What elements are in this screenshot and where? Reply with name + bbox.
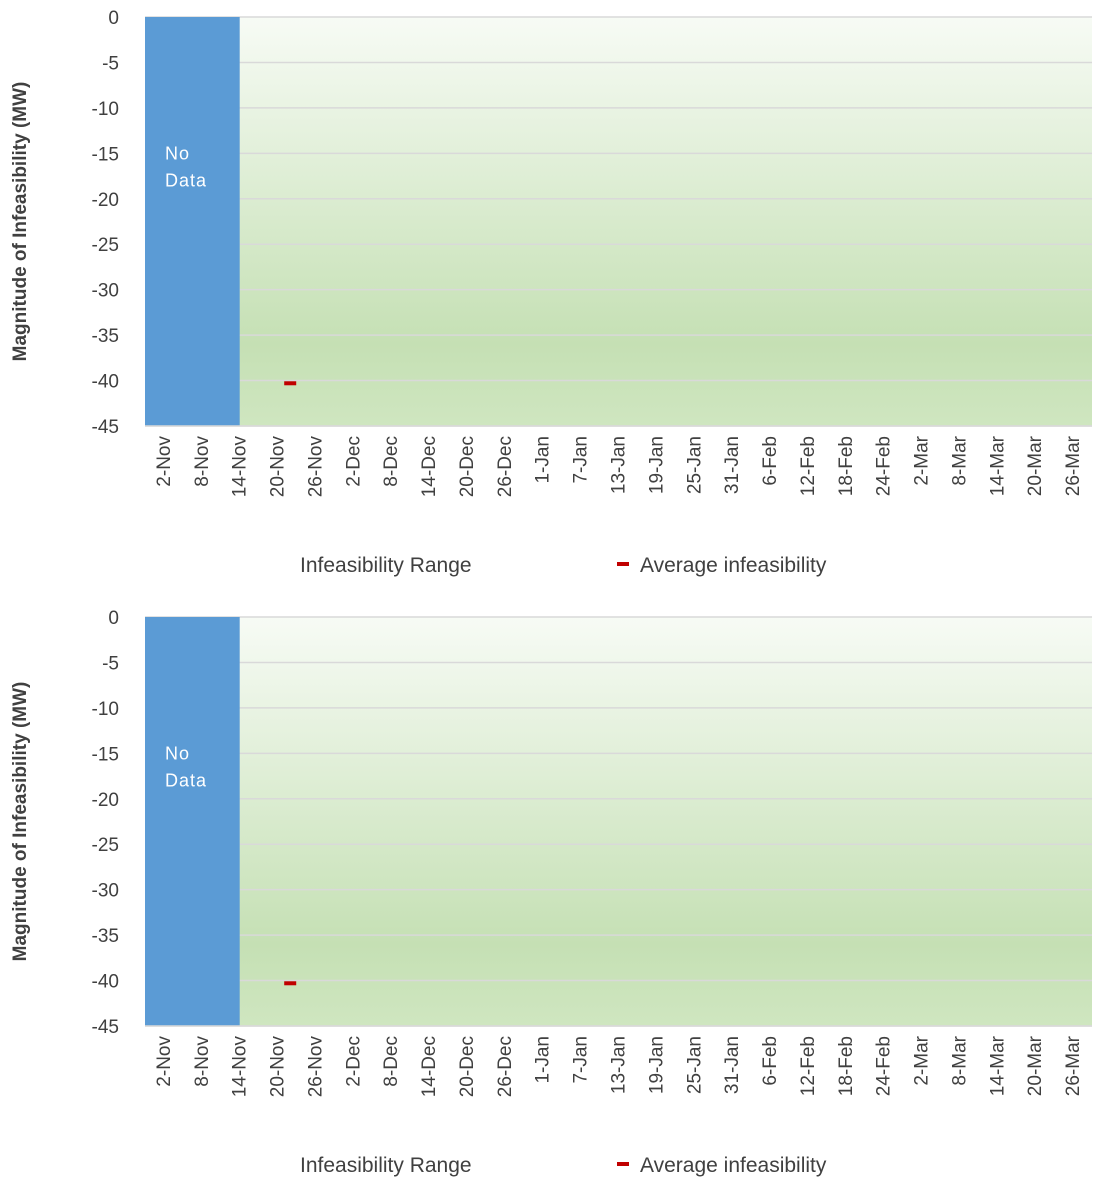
legend: Infeasibility Range Average infeasibilit… bbox=[300, 554, 827, 577]
y-tick-label: -40 bbox=[92, 972, 119, 993]
x-tick-label: 26-Nov bbox=[305, 1036, 326, 1098]
x-tick-label: 8-Mar bbox=[949, 435, 970, 485]
x-tick-label: 8-Dec bbox=[381, 1036, 402, 1087]
x-tick-label: 31-Jan bbox=[722, 436, 743, 494]
infeasibility-chart-bottom: No Data 0 -5 -10 -15 -20 -25 -30 -35 -40 -45 2-Nov 8-… bbox=[0, 600, 1094, 1200]
no-data-block bbox=[145, 617, 240, 1026]
x-tick-label: 14-Mar bbox=[987, 435, 1008, 496]
x-tick-label: 25-Jan bbox=[684, 436, 705, 494]
x-tick-label: 2-Nov bbox=[154, 1036, 175, 1087]
y-tick-label: -20 bbox=[92, 790, 119, 811]
no-data-label: No bbox=[165, 743, 190, 763]
x-tick-label: 20-Mar bbox=[1025, 435, 1046, 496]
x-tick-label: 20-Dec bbox=[457, 436, 478, 497]
chart-svg: No Data 0 -5 -10 -15 -20 -25 -30 -35 -40 -45 2-Nov 8-… bbox=[10, 608, 1092, 1177]
x-tick-label: 2-Mar bbox=[912, 1035, 933, 1085]
legend-range-label: Infeasibility Range bbox=[300, 554, 472, 577]
y-tick-label: -20 bbox=[92, 190, 119, 211]
legend-average-marker bbox=[617, 1162, 629, 1166]
x-tick-label: 26-Dec bbox=[495, 436, 516, 497]
y-tick-label: 0 bbox=[108, 8, 119, 29]
x-tick-label: 20-Mar bbox=[1025, 1035, 1046, 1096]
y-tick-label: -10 bbox=[92, 699, 119, 720]
x-tick-label: 12-Feb bbox=[798, 1036, 819, 1096]
x-tick-label: 8-Nov bbox=[192, 1036, 213, 1087]
x-tick-label: 26-Nov bbox=[305, 436, 326, 498]
x-tick-label: 26-Dec bbox=[495, 1036, 516, 1097]
x-tick-label: 20-Dec bbox=[457, 1036, 478, 1097]
x-tick-label: 19-Jan bbox=[646, 436, 667, 494]
x-tick-label: 14-Nov bbox=[230, 1036, 251, 1098]
y-tick-label: -25 bbox=[92, 235, 119, 256]
y-tick-label: -10 bbox=[92, 99, 119, 120]
y-tick-label: -45 bbox=[92, 1017, 119, 1038]
y-tick-label: -45 bbox=[92, 417, 119, 438]
x-tick-label: 14-Nov bbox=[230, 436, 251, 498]
x-tick-label: 13-Jan bbox=[609, 1036, 630, 1094]
x-tick-label: 7-Jan bbox=[571, 436, 592, 484]
legend: Infeasibility Range Average infeasibilit… bbox=[300, 1154, 827, 1177]
y-tick-label: -25 bbox=[92, 835, 119, 856]
legend-average-marker bbox=[617, 562, 629, 566]
x-tick-label: 24-Feb bbox=[874, 436, 895, 496]
x-tick-label: 20-Nov bbox=[268, 436, 289, 498]
y-tick-label: -30 bbox=[92, 281, 119, 302]
chart-svg: No Data 0 -5 -10 -15 -20 -25 -30 -35 -40 -45 2-Nov 8-… bbox=[10, 8, 1092, 577]
x-tick-label: 14-Mar bbox=[987, 1035, 1008, 1096]
infeasibility-range-area bbox=[145, 617, 1092, 1026]
average-infeasibility-marker bbox=[284, 981, 297, 986]
y-tick-label: -5 bbox=[102, 53, 119, 74]
legend-range-label: Infeasibility Range bbox=[300, 1154, 472, 1177]
x-tick-label: 1-Jan bbox=[533, 436, 554, 484]
no-data-block bbox=[145, 17, 240, 426]
x-tick-label: 13-Jan bbox=[609, 436, 630, 494]
x-tick-label: 8-Dec bbox=[381, 436, 402, 487]
y-tick-label: -35 bbox=[92, 926, 119, 947]
x-tick-label: 26-Mar bbox=[1063, 435, 1084, 496]
x-tick-label: 8-Nov bbox=[192, 436, 213, 487]
x-tick-label: 31-Jan bbox=[722, 1036, 743, 1094]
legend-average-label: Average infeasibility bbox=[640, 554, 827, 577]
legend-average-label: Average infeasibility bbox=[640, 1154, 827, 1177]
x-tick-label: 18-Feb bbox=[836, 436, 857, 496]
y-axis-label: Magnitude of Infeasibility (MW) bbox=[10, 682, 31, 962]
no-data-label: Data bbox=[165, 170, 207, 190]
y-axis-label: Magnitude of Infeasibility (MW) bbox=[10, 82, 31, 362]
x-tick-label: 6-Feb bbox=[760, 436, 781, 486]
y-tick-label: -30 bbox=[92, 881, 119, 902]
y-tick-label: 0 bbox=[108, 608, 119, 629]
no-data-label: No bbox=[165, 143, 190, 163]
x-tick-label: 14-Dec bbox=[419, 436, 440, 497]
x-tick-label: 24-Feb bbox=[874, 1036, 895, 1096]
x-tick-label: 8-Mar bbox=[949, 1035, 970, 1085]
infeasibility-range-area bbox=[145, 17, 1092, 426]
x-tick-label: 14-Dec bbox=[419, 1036, 440, 1097]
x-tick-label: 26-Mar bbox=[1063, 1035, 1084, 1096]
x-tick-label: 12-Feb bbox=[798, 436, 819, 496]
y-tick-label: -5 bbox=[102, 653, 119, 674]
x-tick-label: 7-Jan bbox=[571, 1036, 592, 1084]
y-tick-label: -15 bbox=[92, 144, 119, 165]
x-tick-label: 19-Jan bbox=[646, 1036, 667, 1094]
x-tick-label: 2-Mar bbox=[912, 435, 933, 485]
y-tick-label: -35 bbox=[92, 326, 119, 347]
x-tick-label: 2-Nov bbox=[154, 436, 175, 487]
x-tick-label: 2-Dec bbox=[343, 436, 364, 487]
y-tick-label: -40 bbox=[92, 372, 119, 393]
x-tick-label: 20-Nov bbox=[268, 1036, 289, 1098]
x-tick-label: 18-Feb bbox=[836, 1036, 857, 1096]
no-data-label: Data bbox=[165, 770, 207, 790]
x-tick-label: 25-Jan bbox=[684, 1036, 705, 1094]
average-infeasibility-marker bbox=[284, 381, 297, 386]
x-tick-label: 6-Feb bbox=[760, 1036, 781, 1086]
infeasibility-chart-top: No Data 0 -5 -10 -15 -20 -25 -30 -35 -40 -45 2-Nov 8-… bbox=[0, 0, 1094, 600]
x-tick-label: 2-Dec bbox=[343, 1036, 364, 1087]
y-tick-label: -15 bbox=[92, 744, 119, 765]
x-tick-label: 1-Jan bbox=[533, 1036, 554, 1084]
